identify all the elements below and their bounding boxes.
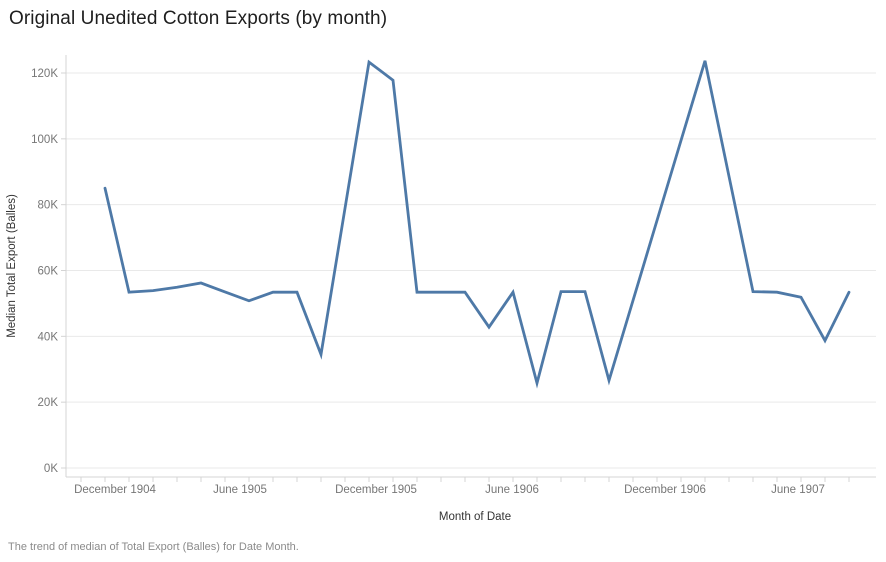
y-tick-label: 0K — [44, 463, 58, 475]
y-tick-label: 60K — [38, 266, 59, 278]
x-tick-label: June 1906 — [485, 484, 539, 496]
y-tick-label: 40K — [38, 331, 59, 343]
chart-caption: The trend of median of Total Export (Bal… — [8, 541, 299, 553]
y-tick-label: 100K — [31, 134, 58, 146]
x-tick-label: December 1904 — [74, 484, 156, 496]
x-tick-label: June 1907 — [771, 484, 825, 496]
y-tick-label: 20K — [38, 397, 59, 409]
chart-title: Original Unedited Cotton Exports (by mon… — [9, 8, 388, 29]
export-trend-line — [103, 59, 851, 389]
x-tick-label: December 1906 — [624, 484, 706, 496]
x-tick-label: June 1905 — [213, 484, 267, 496]
x-tick-label: December 1905 — [335, 484, 417, 496]
x-axis-title: Month of Date — [439, 511, 511, 523]
y-axis-title: Median Total Export (Balles) — [6, 194, 18, 338]
y-tick-label: 80K — [38, 200, 59, 212]
y-tick-label: 120K — [31, 68, 58, 80]
